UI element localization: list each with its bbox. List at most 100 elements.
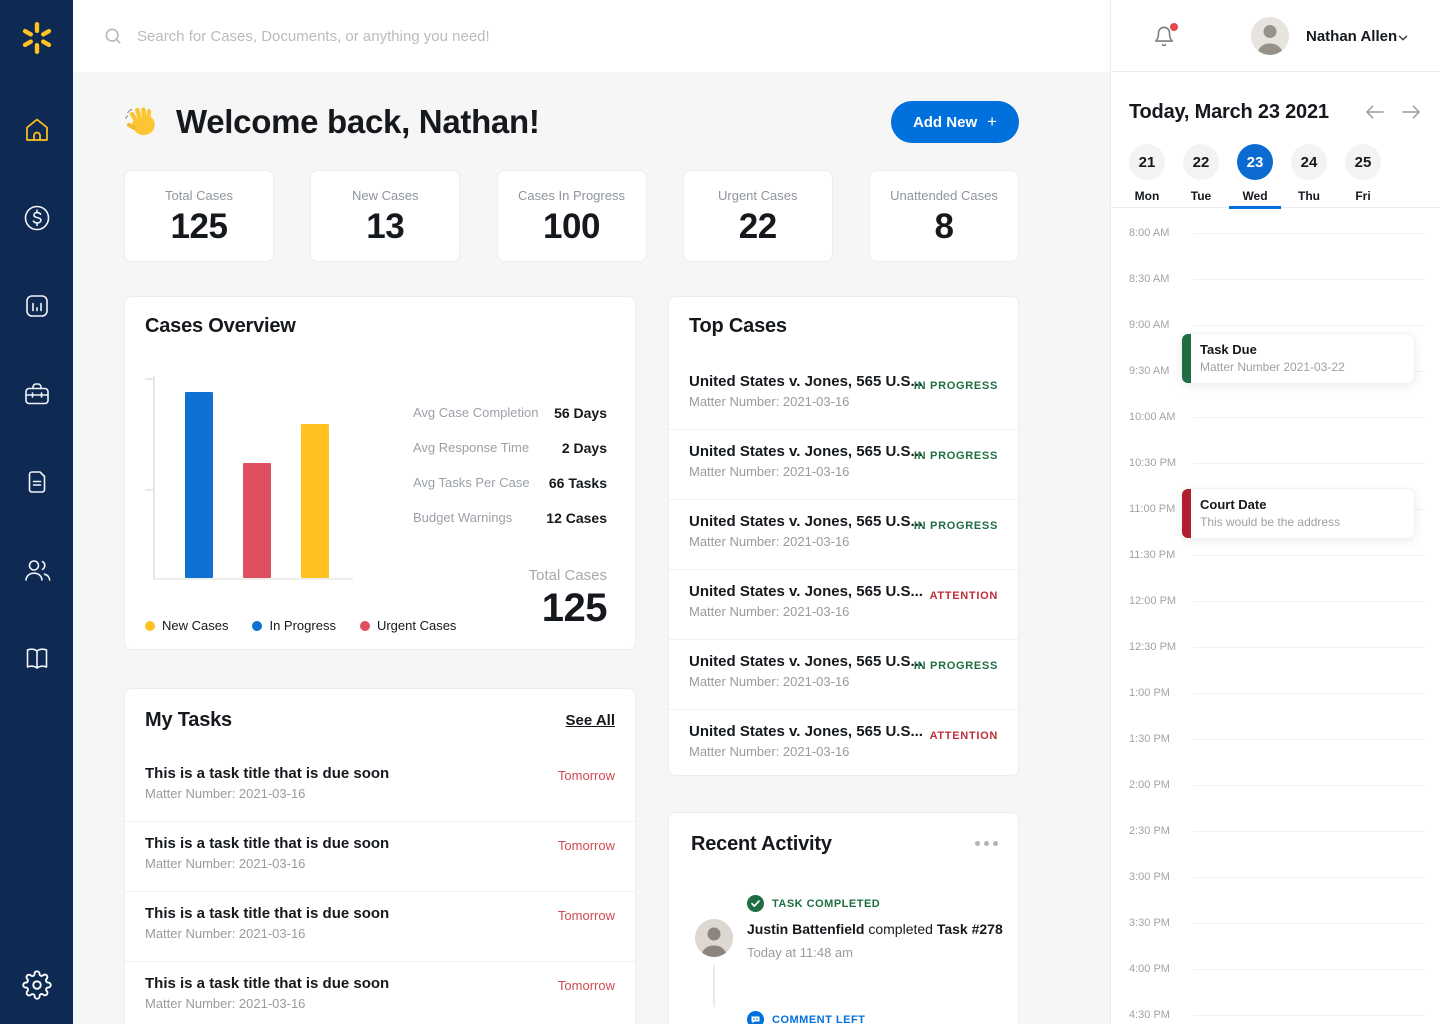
calendar-day[interactable]: 25 Fri <box>1336 144 1390 203</box>
timeline-row: 11:30 PM <box>1111 532 1440 578</box>
timeline-line <box>1193 1014 1425 1016</box>
metric-value: 12 Cases <box>546 509 607 526</box>
day-abbr: Wed <box>1242 189 1268 203</box>
task-row[interactable]: This is a task title that is due soon Ma… <box>125 892 635 962</box>
day-number-chip[interactable]: 25 <box>1345 144 1381 180</box>
case-row[interactable]: United States v. Jones, 565 U.S... Matte… <box>669 500 1018 570</box>
bell-icon[interactable] <box>1153 25 1175 48</box>
activity-badge-task-completed: TASK COMPLETED <box>747 895 880 912</box>
activity-timeline-line <box>713 965 715 1007</box>
timeline-line <box>1193 830 1425 832</box>
see-all-link[interactable]: See All <box>565 712 615 729</box>
sidebar-item-settings[interactable] <box>0 970 73 1000</box>
case-row[interactable]: United States v. Jones, 565 U.S... Matte… <box>669 570 1018 640</box>
user-row: Nathan Allen <box>1111 0 1440 72</box>
arrow-left-icon[interactable] <box>1364 103 1386 121</box>
case-status-badge: IN PROGRESS <box>913 520 998 532</box>
home-icon <box>25 118 48 141</box>
timeline-label: 8:30 AM <box>1129 273 1170 285</box>
timeline-row: 4:30 PM <box>1111 992 1440 1024</box>
search-input[interactable] <box>137 27 837 45</box>
recent-activity-card: Recent Activity TASK COMPLETED <box>668 812 1019 1024</box>
stat-card: New Cases 13 <box>310 170 461 262</box>
page-title: Welcome back, Nathan! <box>124 103 540 141</box>
timeline-line <box>1193 646 1425 648</box>
timeline-line <box>1193 232 1425 234</box>
stat-card: Cases In Progress 100 <box>496 170 647 262</box>
day-number-chip[interactable]: 21 <box>1129 144 1165 180</box>
right-panel: Nathan Allen Today, March 23 2021 21 <box>1110 0 1440 1024</box>
avatar[interactable] <box>1251 17 1289 55</box>
timeline-row: 1:30 PM <box>1111 716 1440 762</box>
timeline-row: 8:00 AM <box>1111 210 1440 256</box>
add-new-button[interactable]: Add New + <box>891 101 1019 143</box>
sidebar-item-home[interactable] <box>19 112 55 148</box>
case-row[interactable]: United States v. Jones, 565 U.S... Matte… <box>669 360 1018 430</box>
calendar-day[interactable]: 23 Wed <box>1228 144 1282 203</box>
activity-badge-comment-left: COMMENT LEFT <box>747 1011 865 1024</box>
bar-new-cases <box>301 424 329 578</box>
calendar-event[interactable]: Court Date This would be the address <box>1181 488 1415 539</box>
chevron-down-icon[interactable] <box>1396 31 1410 45</box>
task-row[interactable]: This is a task title that is due soon Ma… <box>125 752 635 822</box>
legend-dot-icon <box>359 620 370 631</box>
calendar-day[interactable]: 21 Mon <box>1120 144 1174 203</box>
sidebar-item-clients[interactable] <box>19 552 55 588</box>
sidebar-item-library[interactable] <box>19 640 55 676</box>
task-title: This is a task title that is due soon <box>145 975 390 992</box>
metric-label: Avg Response Time <box>413 440 530 455</box>
legend-dot-icon <box>252 620 263 631</box>
task-row[interactable]: This is a task title that is due soon Ma… <box>125 962 635 1024</box>
sidebar-item-billing[interactable] <box>19 200 55 236</box>
chart-legend: New Cases In Progress Urgent <box>145 618 456 633</box>
total-cases-block: Total Cases 125 <box>529 567 608 631</box>
metric-row: Avg Response Time 2 Days <box>413 430 607 465</box>
top-cases-card: Top Cases United States v. Jones, 565 U.… <box>668 296 1019 776</box>
case-status-badge: IN PROGRESS <box>913 380 998 392</box>
metric-row: Avg Case Completion 56 Days <box>413 395 607 430</box>
case-row[interactable]: United States v. Jones, 565 U.S... Matte… <box>669 640 1018 710</box>
chart-tick <box>145 378 155 380</box>
case-subtitle: Matter Number: 2021-03-16 <box>689 744 850 759</box>
event-title: Task Due <box>1200 342 1257 357</box>
more-menu-icon[interactable] <box>975 841 998 846</box>
stat-label: Cases In Progress <box>518 188 625 203</box>
bar-in-progress <box>185 392 213 578</box>
case-subtitle: Matter Number: 2021-03-16 <box>689 674 850 689</box>
stat-label: New Cases <box>352 188 419 203</box>
walmart-spark-logo-icon[interactable] <box>17 18 57 58</box>
calendar-day[interactable]: 24 Thu <box>1282 144 1336 203</box>
day-number-chip[interactable]: 22 <box>1183 144 1219 180</box>
sidebar-item-analytics[interactable] <box>19 288 55 324</box>
event-title: Court Date <box>1200 497 1267 512</box>
cases-overview-card: Cases Overview Avg Case <box>124 296 636 650</box>
calendar-timeline: 8:00 AM 8:30 AM 9:00 AM 9:30 AM <box>1111 210 1440 1024</box>
metric-value: 2 Days <box>561 439 607 456</box>
task-list: This is a task title that is due soon Ma… <box>125 752 635 1024</box>
calendar-event[interactable]: Task Due Matter Number 2021-03-22 <box>1181 333 1415 384</box>
sidebar-item-cases[interactable] <box>19 376 55 412</box>
case-status-badge: IN PROGRESS <box>913 450 998 462</box>
timeline-row: 12:30 PM <box>1111 624 1440 670</box>
case-subtitle: Matter Number: 2021-03-16 <box>689 464 850 479</box>
arrow-right-icon[interactable] <box>1400 103 1422 121</box>
day-number-chip[interactable]: 23 <box>1237 144 1273 180</box>
event-subtitle: Matter Number 2021-03-22 <box>1200 360 1345 374</box>
task-title: This is a task title that is due soon <box>145 765 390 782</box>
task-due-badge: Tomorrow <box>557 978 615 993</box>
dollar-icon <box>24 205 49 231</box>
gear-icon <box>21 970 52 1000</box>
calendar-day[interactable]: 22 Tue <box>1174 144 1228 203</box>
timeline-row: 8:30 AM <box>1111 256 1440 302</box>
case-metrics: Avg Case Completion 56 Days Avg Response… <box>413 395 607 535</box>
case-row[interactable]: United States v. Jones, 565 U.S... Matte… <box>669 430 1018 500</box>
day-abbr: Fri <box>1355 189 1371 203</box>
case-row[interactable]: United States v. Jones, 565 U.S... Matte… <box>669 710 1018 780</box>
sidebar-item-documents[interactable] <box>19 464 55 500</box>
my-tasks-card: My Tasks See All This is a task title th… <box>124 688 636 1024</box>
day-number-chip[interactable]: 24 <box>1291 144 1327 180</box>
task-subtitle: Matter Number: 2021-03-16 <box>145 996 306 1011</box>
user-name[interactable]: Nathan Allen <box>1306 28 1398 45</box>
task-row[interactable]: This is a task title that is due soon Ma… <box>125 822 635 892</box>
